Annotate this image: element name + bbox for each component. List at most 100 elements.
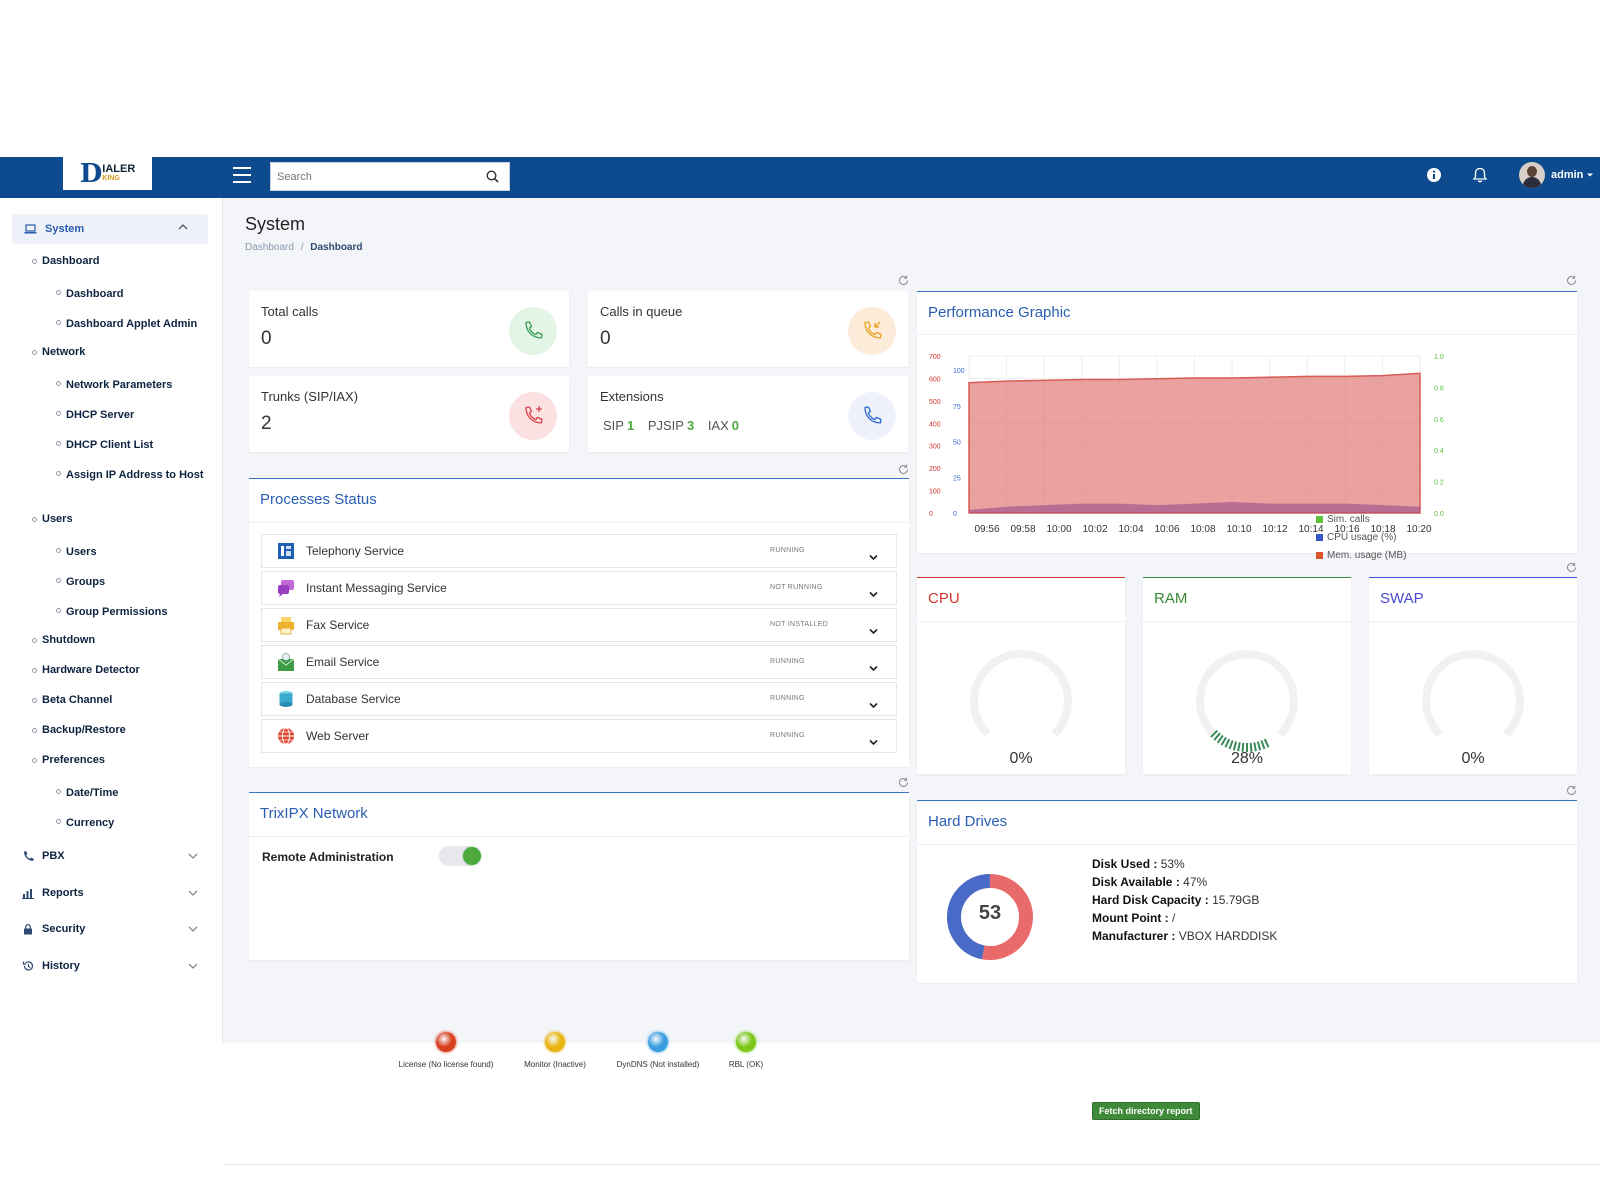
y-tick-left: 500 <box>929 399 941 406</box>
process-name: Fax Service <box>306 618 370 632</box>
sidebar-item[interactable]: Date/Time <box>56 785 206 801</box>
extensions-label: Extensions <box>600 389 664 404</box>
trunks-value: 2 <box>261 413 272 434</box>
sidebar-group-label: History <box>42 960 80 972</box>
refresh-icon[interactable] <box>898 777 909 788</box>
refresh-icon[interactable] <box>1566 785 1577 796</box>
sidebar-item-system[interactable]: System <box>12 214 208 244</box>
disk-available-value: 47% <box>1183 875 1208 889</box>
sidebar-item-label: Assign IP Address to Host <box>66 469 204 481</box>
bullet-icon <box>32 638 37 643</box>
gauge-ring <box>1192 646 1302 756</box>
pjsip-label: PJSIP <box>647 418 684 433</box>
sidebar-group-label: PBX <box>42 850 65 862</box>
sip-label: SIP <box>603 418 624 433</box>
disk-available: Disk Available : 47% <box>1092 875 1207 889</box>
sidebar-item[interactable]: Beta Channel <box>32 694 112 706</box>
x-tick: 10:04 <box>1118 524 1143 535</box>
sidebar-item[interactable]: Groups <box>56 574 206 590</box>
sidebar-item[interactable]: Currency <box>56 815 206 831</box>
x-tick: 10:08 <box>1190 524 1215 535</box>
bullet-icon <box>32 728 37 733</box>
sidebar-item[interactable]: DHCP Server <box>56 407 206 423</box>
refresh-icon[interactable] <box>898 275 909 286</box>
process-status: RUNNING <box>770 732 805 739</box>
chevron-down-icon <box>188 961 198 973</box>
iax-label: IAX <box>707 418 729 433</box>
sidebar-item[interactable]: Network <box>32 346 85 358</box>
sidebar-item[interactable]: Users <box>56 544 206 560</box>
breadcrumb-root[interactable]: Dashboard <box>245 242 294 253</box>
performance-chart: 700 600 500 400 300 200 100 0 100 75 50 25 0 1.0 0.8 0.… <box>929 354 1444 535</box>
chevron-down-icon[interactable] <box>869 696 878 714</box>
sidebar-item[interactable]: Backup/Restore <box>32 724 126 736</box>
search-icon[interactable] <box>486 170 499 183</box>
sidebar-item[interactable]: Dashboard <box>56 286 206 302</box>
sip-count: 1 <box>626 418 635 433</box>
sidebar-item[interactable]: Dashboard <box>32 255 100 267</box>
breadcrumb-separator: / <box>300 242 304 253</box>
dialer-king-logo[interactable]: D IALER KING <box>63 157 152 190</box>
sidebar-item-label: Network Parameters <box>66 379 173 391</box>
sidebar-group-reports[interactable]: Reports <box>22 887 198 899</box>
phone-icon <box>22 850 34 862</box>
process-row[interactable]: Web Server RUNNING <box>261 719 897 753</box>
sidebar-system-label: System <box>45 223 85 235</box>
chevron-down-icon[interactable] <box>869 585 878 603</box>
process-row[interactable]: Database Service RUNNING <box>261 682 897 716</box>
bullet-icon <box>32 668 37 673</box>
sidebar-item[interactable]: Group Permissions <box>56 604 206 620</box>
process-row[interactable]: Telephony Service RUNNING <box>261 534 897 568</box>
remote-admin-toggle[interactable] <box>439 846 481 866</box>
refresh-icon[interactable] <box>1566 562 1577 573</box>
chevron-down-icon[interactable] <box>869 622 878 640</box>
bullet-icon <box>32 350 37 355</box>
process-name: Telephony Service <box>306 544 405 558</box>
refresh-icon[interactable] <box>1566 275 1577 286</box>
bell-icon[interactable] <box>1472 167 1488 184</box>
sidebar-item[interactable]: Shutdown <box>32 634 95 646</box>
y-tick-left: 600 <box>929 376 941 383</box>
sidebar-item[interactable]: Network Parameters <box>56 377 206 393</box>
process-row[interactable]: Fax Service NOT INSTALLED <box>261 608 897 642</box>
sidebar-item[interactable]: Users <box>32 513 73 525</box>
user-menu[interactable]: admin <box>1519 162 1594 188</box>
search-input[interactable] <box>271 163 486 190</box>
bullet-icon <box>56 471 61 476</box>
sidebar-item[interactable]: Hardware Detector <box>32 664 140 676</box>
y-tick-mid: 25 <box>953 475 961 482</box>
sidebar-item-label: DHCP Client List <box>66 439 154 451</box>
info-icon[interactable] <box>1426 167 1442 183</box>
disk-available-label: Disk Available : <box>1092 875 1180 889</box>
sidebar-group-security[interactable]: Security <box>22 923 198 935</box>
bullet-icon <box>56 290 61 295</box>
y-tick-right: 0.4 <box>1434 448 1444 455</box>
total-calls-value: 0 <box>261 328 272 349</box>
sidebar-item[interactable]: DHCP Client List <box>56 437 206 453</box>
x-tick: 10:18 <box>1370 524 1395 535</box>
chevron-down-icon[interactable] <box>869 659 878 677</box>
legend-label: CPU usage (%) <box>1327 532 1397 543</box>
refresh-icon[interactable] <box>898 464 909 475</box>
y-tick-mid: 0 <box>953 511 957 518</box>
manufacturer-label: Manufacturer : <box>1092 929 1176 943</box>
phone-plus-icon <box>509 392 557 440</box>
sidebar: System Dashboard Dashboard Dashboard Apple… <box>0 198 223 1043</box>
fetch-directory-report-button[interactable]: Fetch directory report <box>1092 1102 1200 1120</box>
sidebar-group-pbx[interactable]: PBX <box>22 850 198 862</box>
sidebar-group-history[interactable]: History <box>22 960 198 972</box>
sidebar-item-label: Dashboard <box>42 255 100 267</box>
sidebar-item[interactable]: Assign IP Address to Host <box>56 467 206 483</box>
sidebar-item[interactable]: Dashboard Applet Admin <box>56 316 206 332</box>
process-row[interactable]: Instant Messaging Service NOT RUNNING <box>261 571 897 605</box>
bullet-icon <box>56 608 61 613</box>
legend-entry: CPU usage (%) <box>1316 532 1396 543</box>
gauge-title: RAM <box>1154 590 1188 607</box>
sidebar-item[interactable]: Preferences <box>32 754 105 766</box>
disk-donut-value: 53 <box>978 902 1002 924</box>
chevron-down-icon[interactable] <box>869 733 878 751</box>
process-row[interactable]: Email Service RUNNING <box>261 645 897 679</box>
status-led-item: Monitor (Inactive) <box>495 1032 615 1069</box>
hamburger-menu-icon[interactable] <box>233 167 251 183</box>
chevron-down-icon[interactable] <box>869 548 878 566</box>
